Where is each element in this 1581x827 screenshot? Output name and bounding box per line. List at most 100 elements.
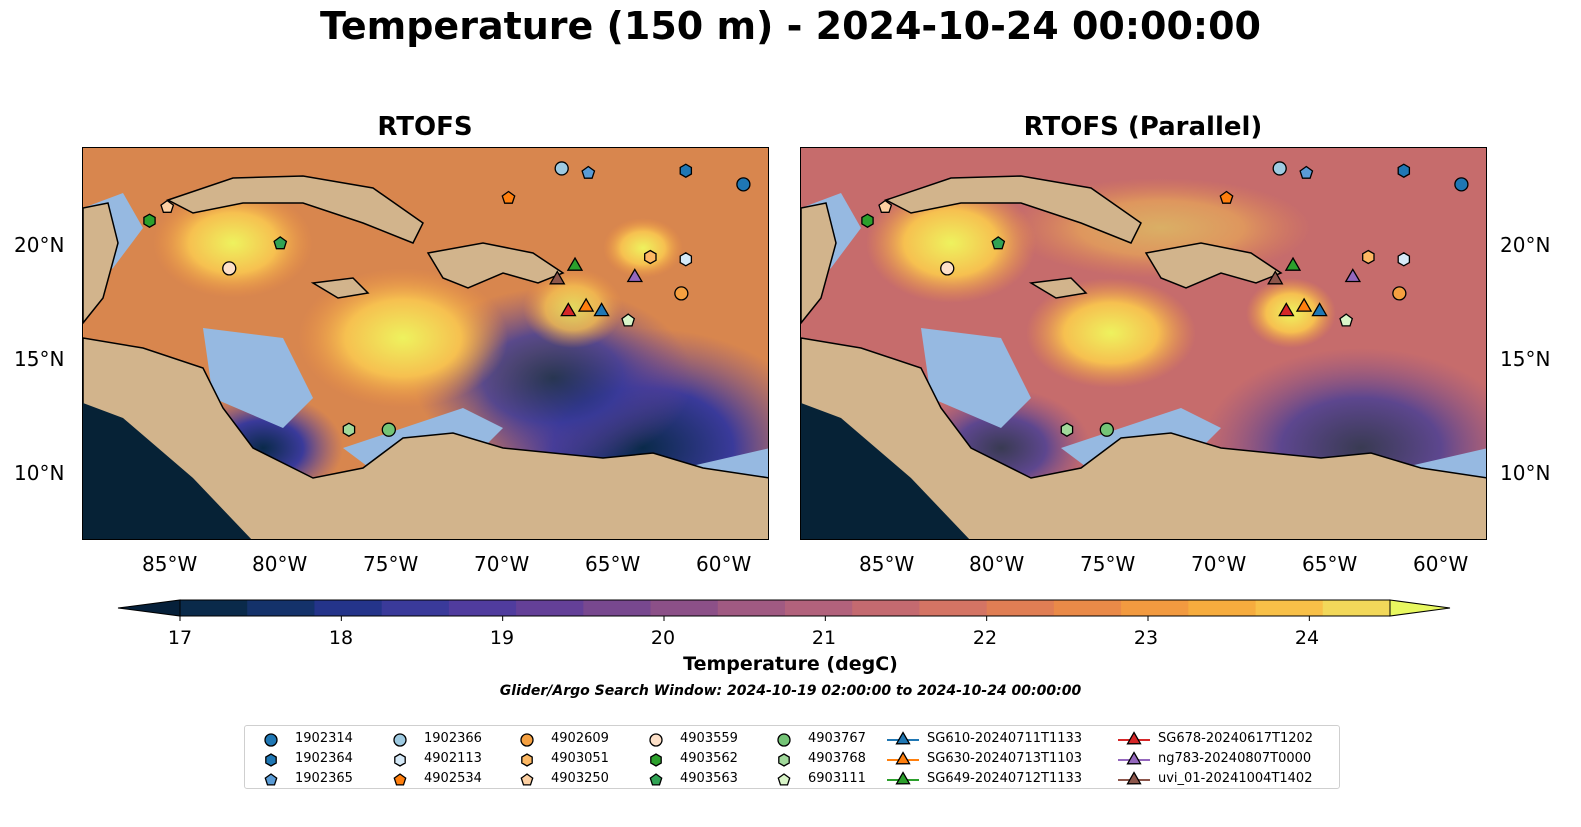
colorbar-tick-label: 23 — [1133, 627, 1159, 649]
colorbar-tick-label: 21 — [811, 627, 837, 649]
search-window-note: Glider/Argo Search Window: 2024-10-19 02… — [499, 683, 1082, 699]
legend-marker — [778, 753, 790, 767]
platform-marker[interactable] — [549, 270, 566, 285]
platform-marker[interactable] — [1344, 268, 1362, 283]
platform-marker[interactable] — [566, 256, 584, 271]
legend-marker — [895, 771, 911, 785]
legend-marker — [650, 753, 662, 767]
platform-marker[interactable] — [501, 190, 516, 204]
legend-label: 4902609 — [551, 731, 609, 746]
legend-label: 4902534 — [424, 771, 482, 786]
lon-tick-label: 85°W — [859, 552, 915, 576]
legend-label: 1902365 — [295, 771, 353, 786]
platform-marker[interactable] — [560, 302, 577, 317]
map-rtofs[interactable] — [82, 147, 769, 540]
colorbar-segment — [986, 600, 1055, 616]
platform-marker[interactable] — [554, 161, 569, 176]
platform-marker[interactable] — [1099, 422, 1114, 437]
colorbar-segment — [785, 600, 853, 616]
legend-marker — [265, 753, 277, 767]
platform-marker[interactable] — [1311, 302, 1328, 317]
platform-marker[interactable] — [644, 249, 657, 265]
platform-marker[interactable] — [736, 177, 751, 192]
platform-marker[interactable] — [143, 213, 156, 228]
platform-marker[interactable] — [381, 422, 396, 437]
platform-marker[interactable] — [1278, 302, 1295, 317]
legend-marker — [649, 773, 663, 786]
platform-marker[interactable] — [1267, 270, 1284, 285]
platform-marker[interactable] — [1299, 165, 1314, 179]
legend-label: SG649-20240712T1133 — [927, 771, 1083, 786]
platform-marker[interactable] — [273, 236, 288, 250]
platform-marker[interactable] — [626, 268, 644, 283]
colorbar-tick-label: 20 — [650, 627, 676, 649]
colorbar-title: Temperature (degC) — [683, 653, 898, 675]
platform-marker[interactable] — [940, 261, 955, 276]
map-rtofs-parallel[interactable] — [800, 147, 1487, 540]
colorbar-segment — [448, 600, 517, 616]
platform-marker[interactable] — [861, 213, 874, 228]
cuba-land — [884, 175, 1142, 244]
platform-marker[interactable] — [1295, 297, 1313, 312]
platform-marker[interactable] — [1060, 422, 1074, 437]
platform-marker[interactable] — [991, 236, 1006, 250]
platform-marker[interactable] — [878, 199, 893, 213]
legend-label: 4902113 — [424, 751, 482, 766]
map-rtofs-svg — [83, 148, 768, 539]
shelf-area — [921, 328, 1031, 428]
legend-label: 6903111 — [808, 771, 866, 786]
platform-marker[interactable] — [1454, 177, 1469, 192]
platform-marker[interactable] — [679, 252, 693, 267]
platform-marker[interactable] — [1272, 161, 1287, 176]
legend-marker — [1126, 751, 1142, 765]
legend-marker — [777, 773, 791, 786]
lon-tick-label: 65°W — [1302, 552, 1358, 576]
platform-marker[interactable] — [581, 165, 596, 179]
platform-legend: 1902314 1902364 1902365 1902366 4902113 49025… — [244, 725, 1340, 789]
colorbar-segment — [381, 600, 450, 616]
platform-marker[interactable] — [1397, 252, 1411, 267]
colorbar-segment — [1255, 600, 1324, 616]
colorbar-tick-label: 24 — [1294, 627, 1320, 649]
platform-marker[interactable] — [577, 297, 595, 312]
yucatan-land — [83, 202, 119, 325]
legend-label: 1902364 — [295, 751, 353, 766]
platform-marker[interactable] — [160, 199, 175, 213]
legend-marker — [264, 733, 278, 747]
platform-marker[interactable] — [1397, 163, 1411, 178]
legend-label: 1902366 — [424, 731, 482, 746]
legend-marker — [520, 773, 534, 786]
platform-marker[interactable] — [621, 313, 636, 327]
platform-marker[interactable] — [1339, 313, 1354, 327]
legend-marker — [520, 733, 534, 747]
platform-marker[interactable] — [342, 422, 356, 437]
platform-marker[interactable] — [593, 302, 610, 317]
legend-label: SG630-20240713T1103 — [927, 751, 1083, 766]
legend-label: uvi_01-20241004T1402 — [1158, 771, 1313, 786]
legend-marker — [895, 751, 911, 765]
colorbar-segment — [516, 600, 584, 616]
legend-marker — [264, 773, 278, 786]
lat-tick-label: 10°N — [1500, 461, 1551, 485]
platform-marker[interactable] — [1362, 249, 1375, 265]
south-america-land — [83, 337, 768, 539]
shelf-area — [203, 328, 313, 428]
platform-marker[interactable] — [1392, 286, 1407, 301]
legend-label: 4903250 — [551, 771, 609, 786]
colorbar-segment — [247, 600, 315, 616]
platform-marker[interactable] — [1284, 256, 1302, 271]
legend-marker — [1126, 731, 1142, 745]
platform-marker[interactable] — [679, 163, 693, 178]
warm-region — [603, 218, 683, 278]
legend-label: 4903768 — [808, 751, 866, 766]
platform-marker[interactable] — [1219, 190, 1234, 204]
colorbar-segment — [919, 600, 988, 616]
jamaica-land — [1028, 277, 1088, 299]
legend-label: 4903563 — [680, 771, 738, 786]
platform-marker[interactable] — [674, 286, 689, 301]
lon-tick-label: 85°W — [142, 552, 198, 576]
colorbar-segment — [1322, 600, 1391, 616]
legend-marker — [521, 753, 533, 767]
platform-marker[interactable] — [222, 261, 237, 276]
lon-tick-label: 75°W — [1080, 552, 1136, 576]
